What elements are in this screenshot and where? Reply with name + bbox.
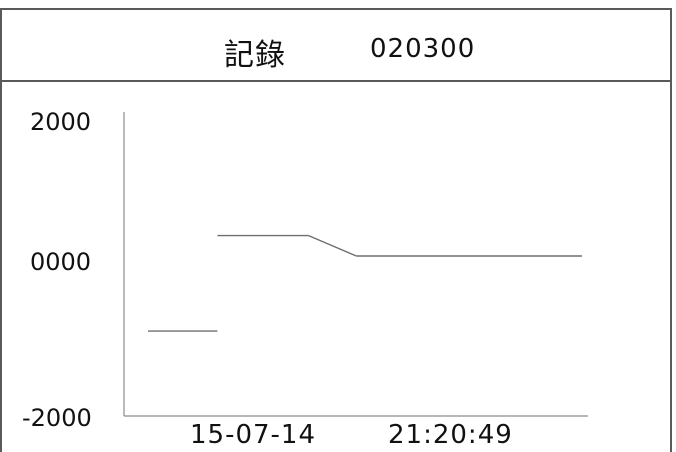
series-segment-2 <box>308 234 357 257</box>
y-tick-bottom: -2000 <box>22 404 92 432</box>
page-title: 記錄 <box>224 38 286 73</box>
title-bar: 記錄 020300 <box>2 10 670 82</box>
record-code: 020300 <box>370 34 476 64</box>
data-series <box>148 234 582 332</box>
x-label-date: 15-07-14 <box>190 420 317 450</box>
y-tick-top: 2000 <box>30 108 92 136</box>
y-tick-middle: 0000 <box>30 248 92 276</box>
record-window: 記錄 020300 <box>0 8 672 452</box>
x-label-time: 21:20:49 <box>388 420 513 450</box>
